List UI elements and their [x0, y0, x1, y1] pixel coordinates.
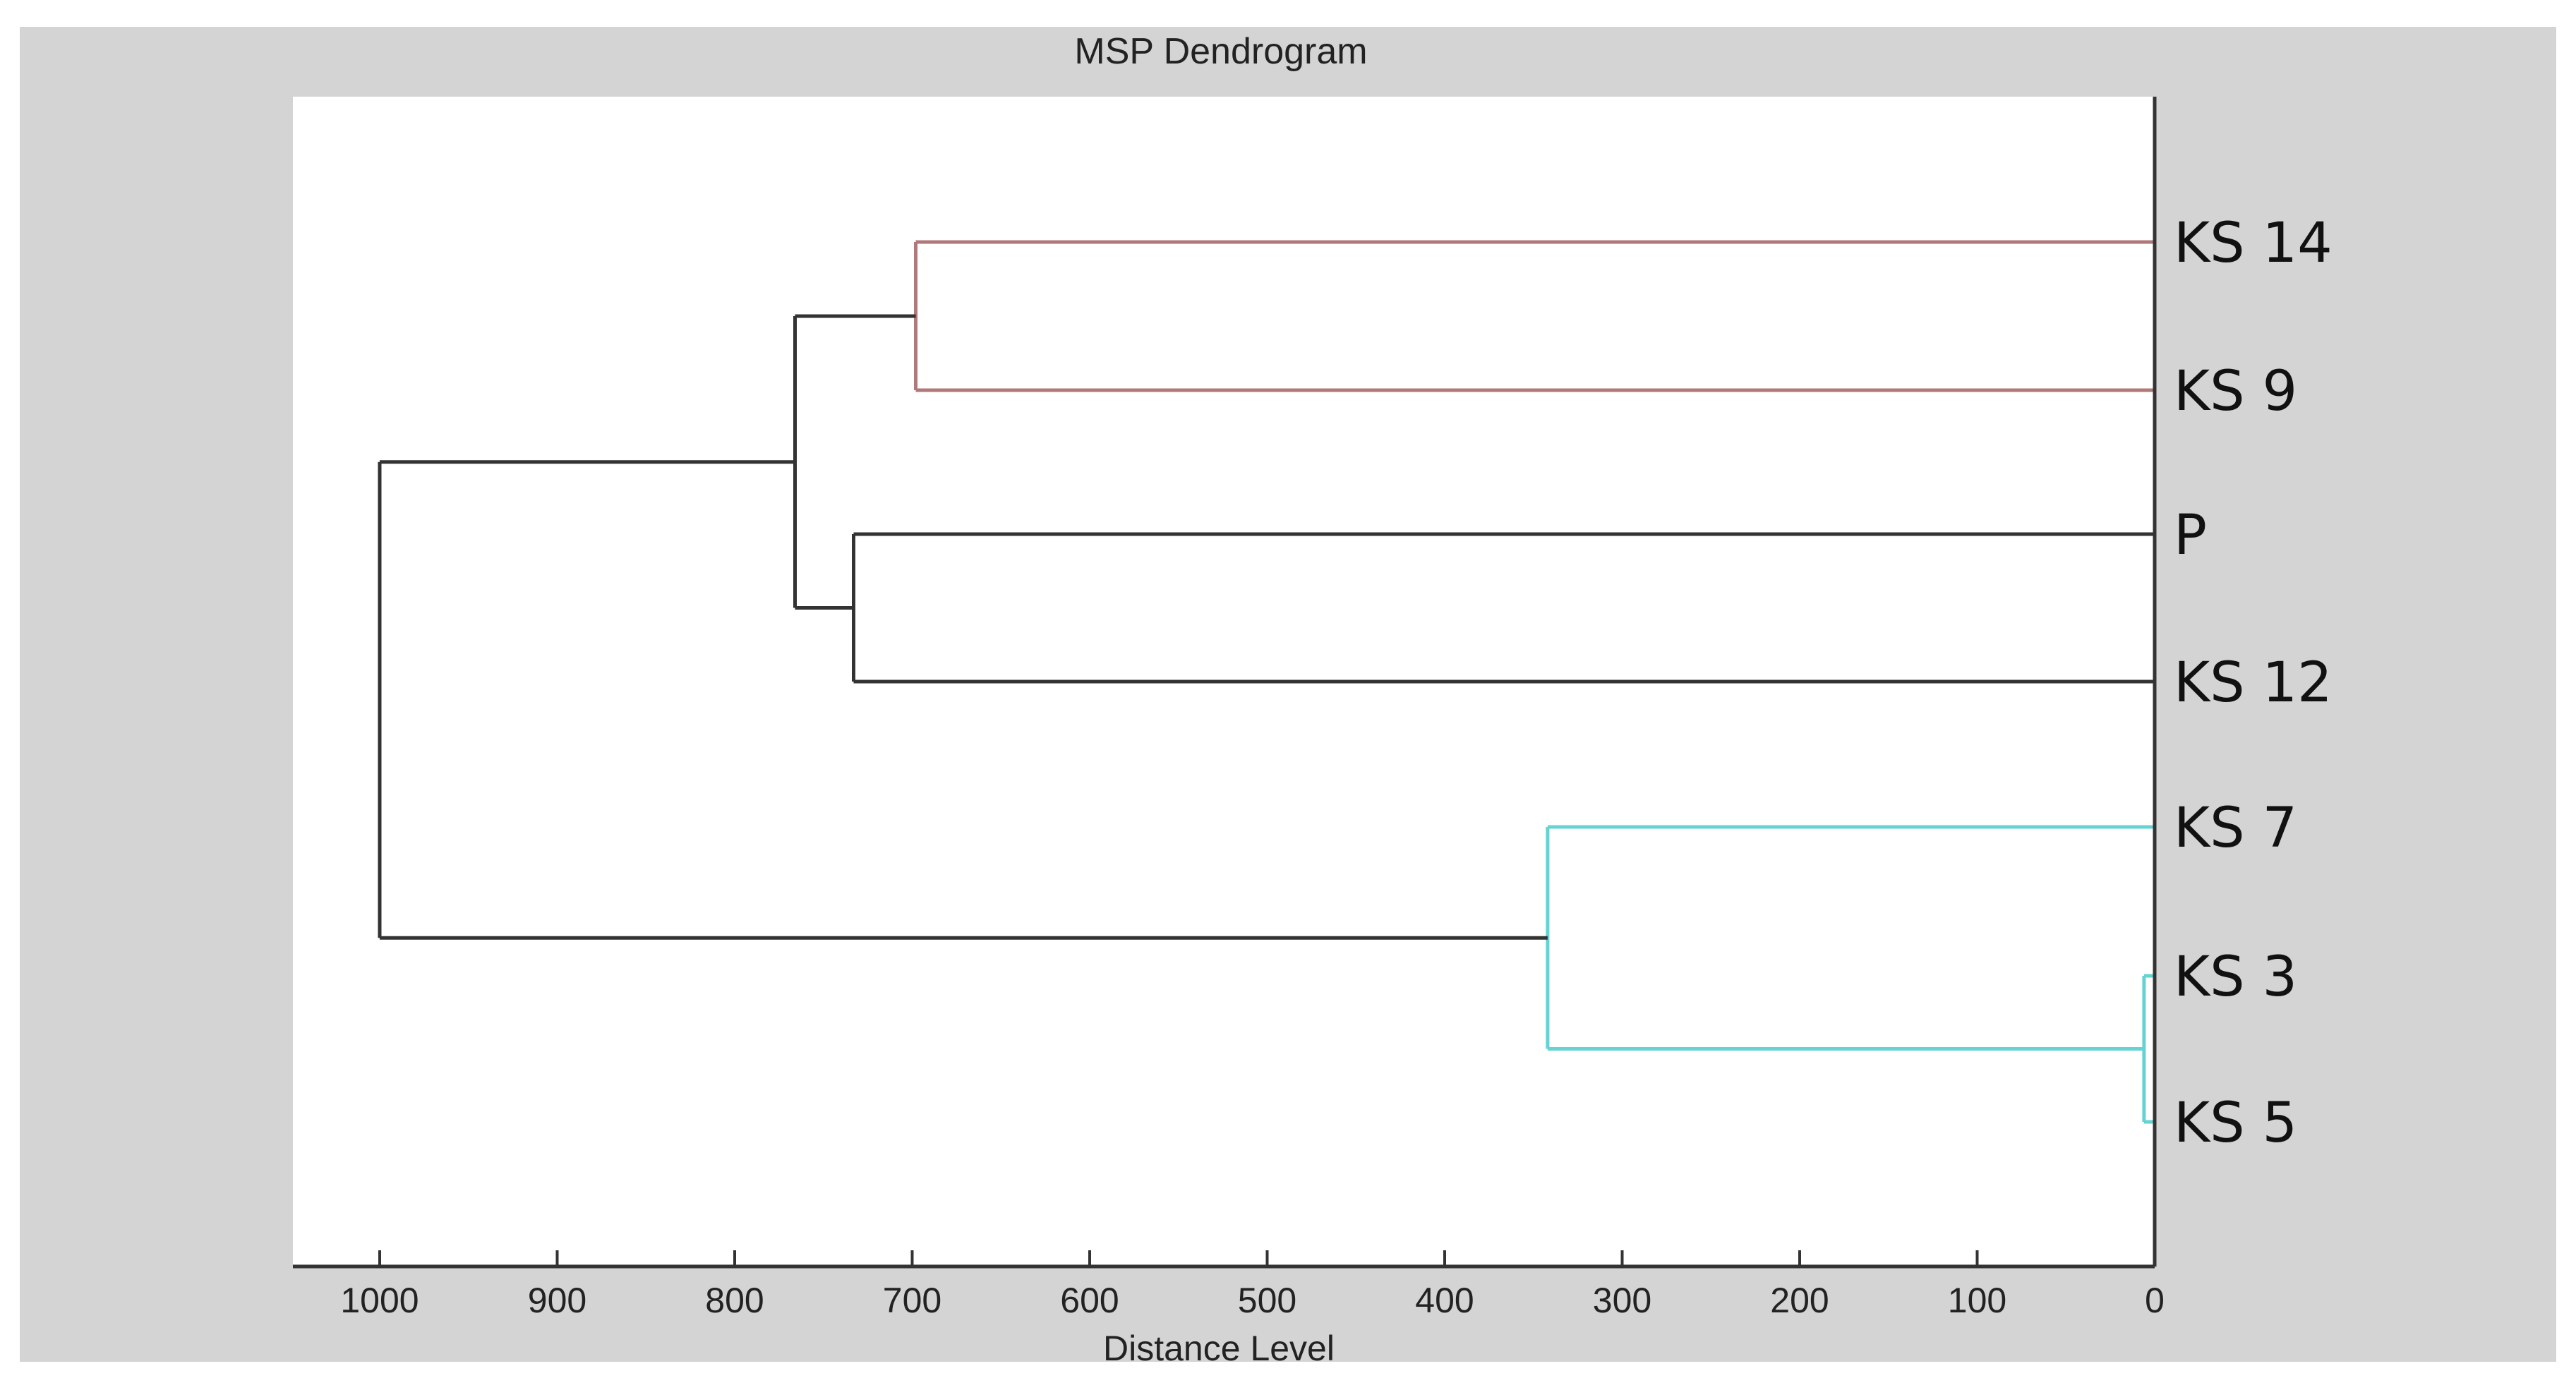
- x-tick-label: 900: [528, 1281, 586, 1320]
- x-tick-label: 0: [2145, 1281, 2165, 1320]
- x-tick-label: 800: [705, 1281, 764, 1320]
- leaf-label: KS 12: [2174, 651, 2333, 715]
- leaf-label: P: [2174, 504, 2207, 567]
- x-tick-label: 1000: [340, 1281, 419, 1320]
- dendrogram-link: [378, 460, 1548, 940]
- x-tick-label: 200: [1770, 1281, 1829, 1320]
- x-tick-label: 500: [1238, 1281, 1296, 1320]
- leaf-label: KS 3: [2174, 945, 2297, 1009]
- x-tick-label: 400: [1415, 1281, 1474, 1320]
- x-ticks: 1000 900 800 700 600 500 400 300 200 100 0: [340, 1250, 2165, 1320]
- dendrogram-links: [378, 240, 2155, 1124]
- chart-title: MSP Dendrogram: [1074, 31, 1367, 72]
- leaf-label: KS 5: [2174, 1092, 2297, 1155]
- leaf-label: KS 9: [2174, 360, 2297, 423]
- x-tick-label: 300: [1593, 1281, 1651, 1320]
- leaf-labels: KS 14 KS 9 P KS 12 KS 7 KS 3 KS 5: [2174, 212, 2333, 1155]
- x-tick-label: 600: [1060, 1281, 1119, 1320]
- leaf-label: KS 7: [2174, 797, 2297, 860]
- leaf-label: KS 14: [2174, 212, 2333, 275]
- x-axis-label: Distance Level: [1103, 1329, 1335, 1368]
- x-tick-label: 100: [1948, 1281, 2006, 1320]
- x-tick-label: 700: [883, 1281, 941, 1320]
- x-axis: [293, 97, 2157, 1269]
